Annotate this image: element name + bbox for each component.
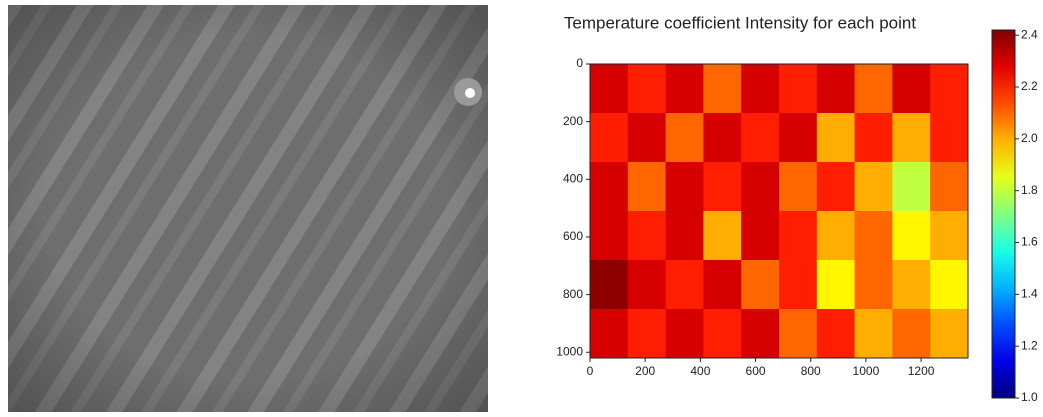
heat-cell <box>703 260 742 310</box>
heat-cell <box>854 113 893 163</box>
heat-cell <box>741 260 780 310</box>
heat-cell <box>665 260 704 310</box>
heat-cell <box>854 309 893 359</box>
heat-cell <box>816 211 856 261</box>
heat-cell <box>627 309 667 359</box>
heat-cell <box>930 211 969 261</box>
heat-cell <box>665 309 704 359</box>
colorbar-tick-label: 1.0 <box>1021 390 1038 404</box>
heat-cell <box>779 162 818 212</box>
heat-cell <box>930 260 969 310</box>
heat-cell <box>816 64 856 114</box>
heat-cell <box>590 211 629 261</box>
colorbar <box>991 29 1016 399</box>
heat-cell <box>590 113 629 163</box>
heat-cell <box>665 64 704 114</box>
heatmap <box>590 64 969 359</box>
heat-cell <box>892 64 931 114</box>
x-tick-label: 600 <box>746 364 766 378</box>
heat-cell <box>816 260 856 310</box>
heat-cell <box>779 309 818 359</box>
heat-cell <box>590 162 629 212</box>
y-tick-label: 1000 <box>556 344 583 358</box>
heat-cell <box>854 211 893 261</box>
heat-cell <box>627 113 667 163</box>
heat-cell <box>665 162 704 212</box>
colorbar-tick-label: 1.6 <box>1021 235 1038 249</box>
heat-cell <box>590 64 629 114</box>
heat-cell <box>590 260 629 310</box>
heat-cell <box>930 64 969 114</box>
colorbar-tick-label: 2.0 <box>1021 131 1038 145</box>
heat-cell <box>816 162 856 212</box>
heat-cell <box>779 211 818 261</box>
heat-cell <box>779 64 818 114</box>
colorbar-tick-label: 2.4 <box>1021 27 1038 41</box>
heat-cell <box>779 113 818 163</box>
heat-cell <box>590 309 629 359</box>
heat-cell <box>741 309 780 359</box>
heat-cell <box>665 211 704 261</box>
heat-cell <box>892 162 931 212</box>
y-tick-label: 600 <box>563 229 583 243</box>
x-tick-label: 200 <box>635 364 655 378</box>
x-tick-label: 0 <box>587 364 594 378</box>
heat-cell <box>665 113 704 163</box>
heat-cell <box>627 162 667 212</box>
colorbar-tick-label: 1.2 <box>1021 338 1038 352</box>
x-tick-label: 400 <box>690 364 710 378</box>
heat-cell <box>703 113 742 163</box>
heat-cell <box>779 260 818 310</box>
heat-cell <box>854 162 893 212</box>
heat-cell <box>854 260 893 310</box>
heat-cell <box>703 211 742 261</box>
plot-frame <box>589 63 969 359</box>
y-tick-label: 200 <box>563 114 583 128</box>
heat-cell <box>892 260 931 310</box>
heat-cell <box>854 64 893 114</box>
colorbar-tick-label: 2.2 <box>1021 79 1038 93</box>
colorbar-tick-label: 1.4 <box>1021 287 1038 301</box>
heat-cell <box>741 64 780 114</box>
heat-cell <box>741 211 780 261</box>
y-tick-label: 400 <box>563 171 583 185</box>
colorbar-tick-label: 1.8 <box>1021 183 1038 197</box>
y-tick-label: 0 <box>576 56 583 70</box>
heat-cell <box>816 309 856 359</box>
photo <box>8 5 488 412</box>
heat-cell <box>930 113 969 163</box>
heat-cell <box>892 211 931 261</box>
heat-cell <box>892 309 931 359</box>
heat-cell <box>930 309 969 359</box>
y-tick-label: 800 <box>563 287 583 301</box>
heat-cell <box>627 260 667 310</box>
heat-cell <box>930 162 969 212</box>
heat-cell <box>741 162 780 212</box>
x-tick-label: 1000 <box>853 364 880 378</box>
heat-cell <box>627 64 667 114</box>
chart-title: Temperature coefficient Intensity for ea… <box>564 13 916 32</box>
heat-cell <box>703 309 742 359</box>
heat-cell <box>892 113 931 163</box>
heat-cell <box>703 64 742 114</box>
heat-cell <box>703 162 742 212</box>
x-tick-label: 1200 <box>908 364 935 378</box>
heat-cell <box>627 211 667 261</box>
heat-cell <box>816 113 856 163</box>
x-tick-label: 800 <box>801 364 821 378</box>
heat-cell <box>741 113 780 163</box>
